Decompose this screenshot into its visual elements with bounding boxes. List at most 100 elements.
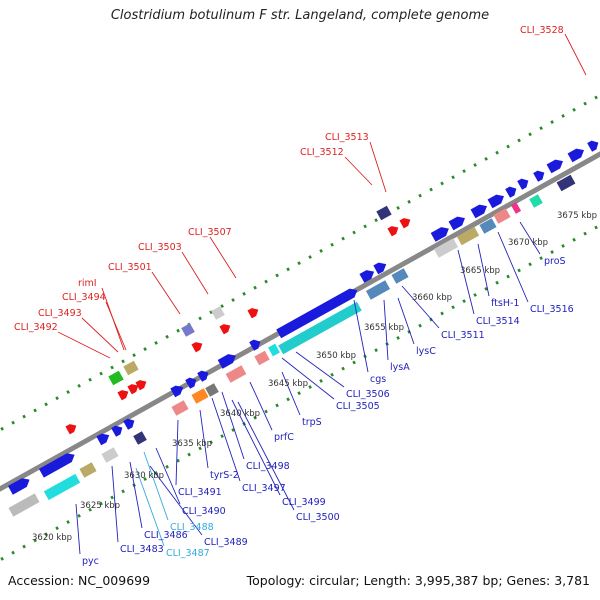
cds-forward [197, 370, 209, 382]
guide-dot [407, 199, 411, 204]
feature-block [556, 174, 576, 192]
leader-line [249, 381, 273, 431]
gene-label: trpS [302, 417, 322, 428]
guide-dot [484, 286, 488, 291]
guide-dot [594, 95, 598, 100]
gene-label: ftsH-1 [491, 298, 519, 309]
guide-dot [286, 397, 290, 402]
leader-line [209, 236, 237, 279]
guide-dot [330, 242, 334, 247]
leader-line [149, 465, 203, 536]
guide-dot [517, 268, 521, 273]
guide-dot [165, 464, 169, 469]
gene-label: CLI_3483 [120, 544, 164, 555]
cds-reverse [171, 400, 189, 416]
cds-forward [505, 186, 517, 198]
cds-reverse [479, 218, 497, 234]
cds-forward [587, 140, 599, 152]
guide-dot [341, 236, 345, 241]
leader-line [111, 465, 119, 543]
summary-text: Topology: circular; Length: 3,995,387 bp… [246, 573, 590, 588]
guide-dot [594, 225, 598, 230]
cds-reverse [191, 388, 209, 404]
leader-line [231, 399, 281, 496]
gene-label: CLI_3499 [282, 497, 326, 508]
guide-dot [473, 293, 477, 297]
guide-dot [462, 169, 466, 174]
leader-line [81, 317, 119, 353]
cds-reverse [268, 343, 280, 357]
leader-line [75, 503, 81, 555]
cds-forward [546, 159, 563, 174]
tick-label: 3630 kbp [124, 471, 164, 481]
leader-line [221, 391, 245, 460]
rna-feature [65, 424, 77, 435]
guide-dot [187, 452, 191, 457]
leader-line [353, 299, 369, 373]
guide-dot [55, 396, 59, 401]
guide-dot [275, 273, 279, 278]
cds-reverse [510, 202, 522, 214]
gene-label: CLI_3486 [144, 530, 188, 541]
guide-dot [374, 348, 378, 353]
guide-dot [451, 175, 455, 180]
cds-reverse [391, 268, 409, 284]
cds-forward [185, 377, 197, 389]
guide-dot [165, 334, 169, 339]
leader-line [199, 409, 209, 469]
guide-dot [484, 156, 488, 161]
cds-reverse [493, 208, 511, 224]
feature-block [108, 370, 124, 386]
cds-forward [567, 148, 584, 163]
tick-label: 3665 kbp [460, 266, 500, 276]
guide-dot [66, 390, 70, 394]
gene-label: pyc [82, 556, 99, 567]
tick-label: 3635 kbp [172, 439, 212, 449]
leader-line [155, 447, 181, 505]
guide-dot [143, 477, 147, 481]
feature-block [376, 205, 392, 221]
guide-dot [176, 458, 180, 463]
leader-line [457, 249, 475, 315]
gene-label: CLI_3503 [138, 242, 182, 253]
gene-label: CLI_3500 [296, 512, 340, 523]
guide-dot [506, 274, 510, 279]
feature-block [181, 323, 195, 337]
tick-label: 3625 kbp [80, 501, 120, 511]
leader-line [135, 467, 165, 547]
guide-dot [319, 378, 323, 383]
guide-dot [528, 132, 532, 137]
leader-line [401, 285, 440, 329]
gene-label: CLI_3513 [325, 132, 369, 143]
guide-dot [110, 495, 114, 500]
feature-block [123, 360, 139, 376]
feature-block [529, 194, 543, 208]
cds-forward [111, 425, 123, 437]
gene-label: lysA [390, 362, 410, 373]
cds-reverse [433, 238, 459, 258]
guide-dot [0, 556, 4, 561]
gene-label: cgs [370, 374, 386, 385]
guide-dot [374, 218, 378, 223]
gene-label: CLI_3512 [300, 147, 344, 158]
cds-reverse [278, 301, 362, 355]
cds-reverse [205, 383, 219, 397]
cds-reverse [43, 473, 81, 501]
guide-dot [154, 341, 158, 345]
guide-dot [363, 224, 367, 229]
leader-line [497, 231, 529, 303]
tick-label: 3620 kbp [32, 533, 72, 543]
guide-dot [319, 248, 323, 253]
cds-forward [96, 433, 110, 446]
gene-label: CLI_3505 [336, 401, 380, 412]
guide-dot [539, 256, 543, 261]
cds-forward [359, 270, 375, 283]
guide-dot [88, 507, 92, 512]
guide-dot [275, 403, 279, 408]
guide-dot [341, 366, 345, 371]
leader-line [129, 461, 143, 529]
leader-line [564, 33, 587, 76]
cds-reverse [8, 493, 40, 517]
guide-dot [418, 323, 422, 328]
